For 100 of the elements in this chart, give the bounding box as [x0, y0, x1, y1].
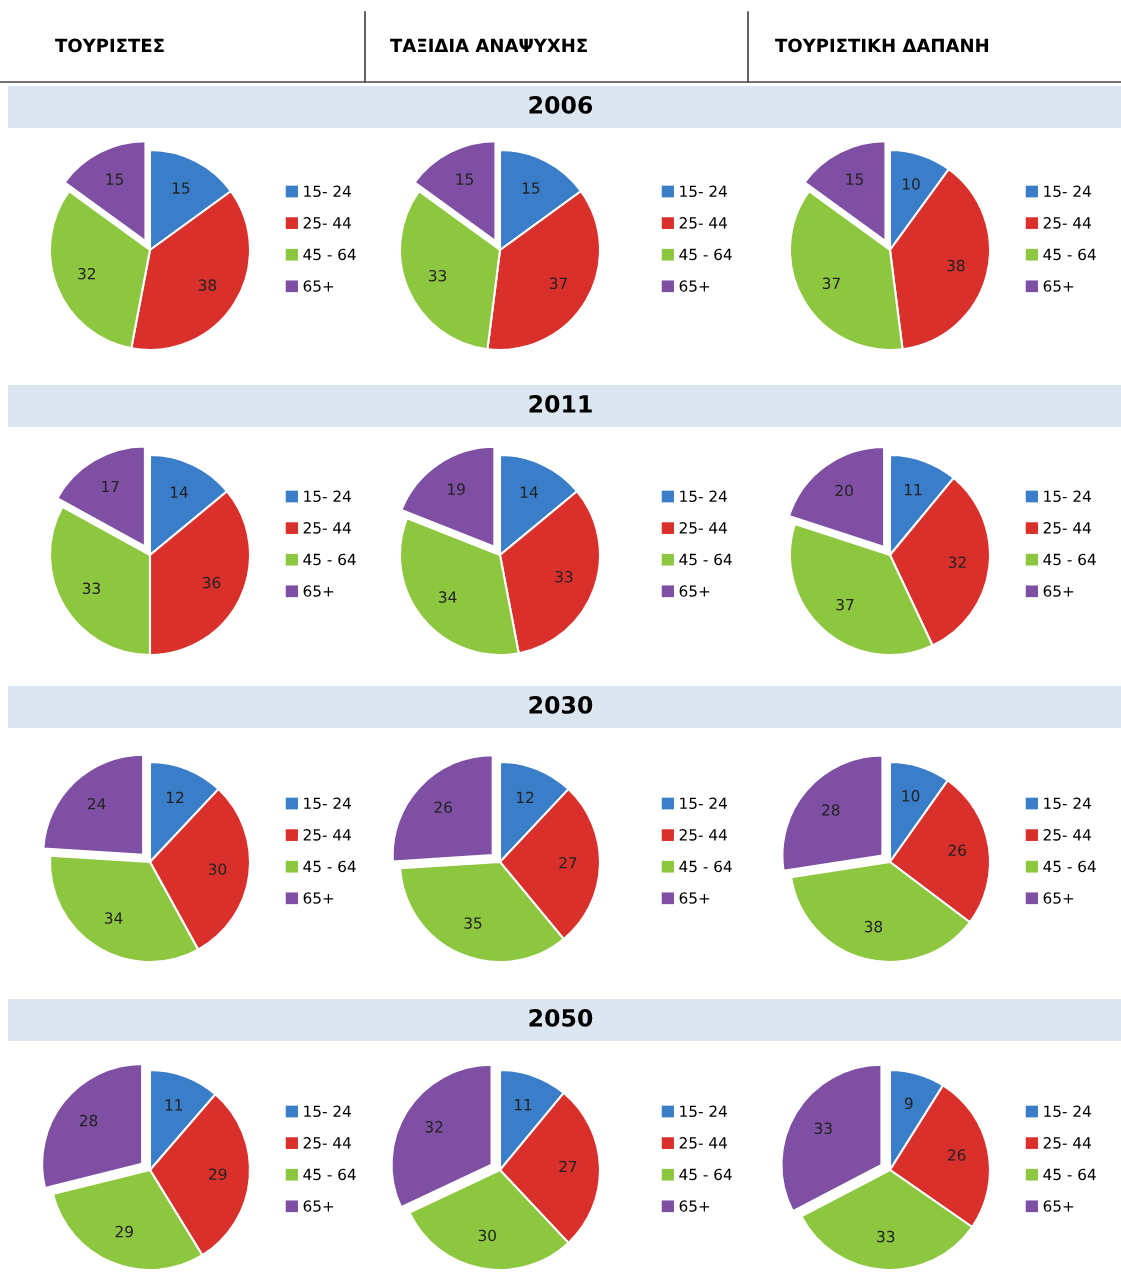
legend-label: 65+ — [679, 280, 710, 292]
chart-subtitle: 2006 — [529, 95, 593, 114]
data-label: 24 — [88, 798, 106, 810]
data-label: 27 — [559, 857, 577, 869]
legend-label: 45 - 64 — [679, 1168, 732, 1181]
data-label: 28 — [79, 1114, 98, 1127]
data-label: 14 — [520, 486, 538, 498]
data-label: 29 — [209, 1168, 227, 1180]
data-label: 32 — [78, 267, 95, 280]
data-label: 11 — [165, 1099, 183, 1111]
data-label: 38 — [198, 279, 217, 291]
chart-title: ΤΟΥΡΙΣΤΕΣ — [55, 38, 164, 53]
data-label: 38 — [864, 920, 883, 933]
legend-label: 15- 24 — [680, 185, 727, 198]
data-label: 33 — [82, 582, 100, 595]
chart-subtitle: 2030 — [529, 695, 593, 714]
data-label: 11 — [904, 484, 922, 496]
legend-label: 65+ — [1043, 585, 1074, 597]
data-label: 34 — [105, 912, 123, 924]
data-label: 26 — [948, 1149, 966, 1161]
legend-label: 25- 44 — [1043, 522, 1091, 534]
legend-label: 65+ — [1043, 280, 1074, 292]
legend-label: 45 - 64 — [679, 860, 732, 873]
chart-title: ΤΑΞΙΔΙΑ ΑΝΑΨΥΧΗΣ — [390, 38, 587, 52]
legend-label: 65+ — [303, 1200, 334, 1212]
data-label: 10 — [902, 178, 920, 190]
legend-label: 15- 24 — [304, 185, 351, 198]
data-label: 37 — [549, 277, 567, 290]
legend-label: 65+ — [679, 585, 710, 597]
data-label: 34 — [439, 591, 457, 603]
data-label: 12 — [166, 791, 184, 803]
data-label: 38 — [947, 259, 965, 272]
legend-label: 15- 24 — [1044, 490, 1091, 503]
data-label: 15 — [172, 182, 190, 194]
legend-label: 25- 44 — [303, 829, 351, 841]
data-label: 33 — [429, 269, 447, 282]
legend-label: 15- 24 — [304, 1105, 351, 1118]
legend-label: 45 - 64 — [303, 553, 356, 566]
legend-label: 65+ — [303, 892, 334, 904]
data-label: 11 — [514, 1099, 532, 1111]
data-label: 28 — [822, 804, 840, 816]
legend-label: 65+ — [303, 585, 334, 597]
legend-label: 45 - 64 — [679, 248, 732, 261]
legend-label: 25- 44 — [679, 829, 727, 841]
data-label: 36 — [202, 576, 221, 589]
data-label: 15 — [106, 173, 123, 185]
data-label: 14 — [170, 486, 188, 498]
data-label: 30 — [208, 863, 227, 875]
legend-label: 15- 24 — [680, 1105, 727, 1118]
legend-label: 15- 24 — [1044, 185, 1091, 198]
legend-label: 25- 44 — [1043, 1137, 1091, 1149]
chart-title: ΤΟΥΡΙΣΤΙΚΗ ΔΑΠΑΝΗ — [775, 38, 989, 53]
chart-subtitle: 2050 — [529, 1008, 593, 1027]
data-label: 9 — [904, 1097, 913, 1110]
legend-label: 45 - 64 — [1043, 248, 1096, 261]
legend-label: 25- 44 — [1043, 829, 1091, 841]
legend-label: 65+ — [1043, 892, 1074, 904]
data-label: 33 — [877, 1230, 895, 1243]
legend-label: 65+ — [1043, 1200, 1074, 1212]
legend-label: 25- 44 — [679, 217, 727, 229]
legend-label: 15- 24 — [680, 490, 727, 503]
data-label: 15 — [456, 173, 473, 185]
legend-label: 15- 24 — [680, 797, 727, 810]
legend-label: 45 - 64 — [679, 553, 732, 566]
data-label: 20 — [835, 484, 853, 497]
data-label: 29 — [115, 1225, 133, 1238]
legend-label: 45 - 64 — [1043, 553, 1096, 566]
data-label: 12 — [516, 791, 534, 803]
data-label: 10 — [902, 790, 920, 802]
data-label: 37 — [822, 277, 840, 290]
legend-label: 25- 44 — [303, 522, 351, 534]
data-label: 26 — [948, 844, 966, 856]
legend-label: 45 - 64 — [303, 860, 356, 873]
legend-label: 25- 44 — [679, 1137, 727, 1149]
data-label: 15 — [846, 173, 863, 185]
data-label: 27 — [559, 1160, 577, 1173]
data-label: 32 — [425, 1121, 443, 1133]
data-label: 15 — [522, 182, 540, 194]
data-label: 33 — [555, 570, 573, 583]
legend-label: 25- 44 — [303, 1137, 351, 1149]
data-label: 26 — [434, 801, 452, 814]
legend-label: 15- 24 — [304, 797, 351, 810]
legend-label: 15- 24 — [1044, 797, 1091, 810]
data-label: 30 — [478, 1229, 496, 1242]
legend-label: 15- 24 — [304, 490, 351, 503]
legend-label: 65+ — [303, 280, 334, 292]
data-label: 35 — [464, 917, 482, 929]
legend-label: 25- 44 — [679, 522, 727, 534]
data-label: 33 — [814, 1122, 832, 1135]
data-label: 19 — [448, 483, 465, 495]
data-label: 37 — [836, 598, 854, 611]
data-label: 32 — [948, 556, 966, 568]
legend-label: 45 - 64 — [303, 1168, 356, 1181]
legend-label: 25- 44 — [1043, 217, 1091, 229]
chart-subtitle: 2011 — [529, 394, 592, 413]
legend-label: 25- 44 — [303, 217, 351, 229]
data-label: 17 — [102, 480, 119, 493]
legend-label: 15- 24 — [1044, 1105, 1091, 1118]
legend-label: 45 - 64 — [1043, 1168, 1096, 1181]
legend-label: 65+ — [679, 1200, 710, 1212]
